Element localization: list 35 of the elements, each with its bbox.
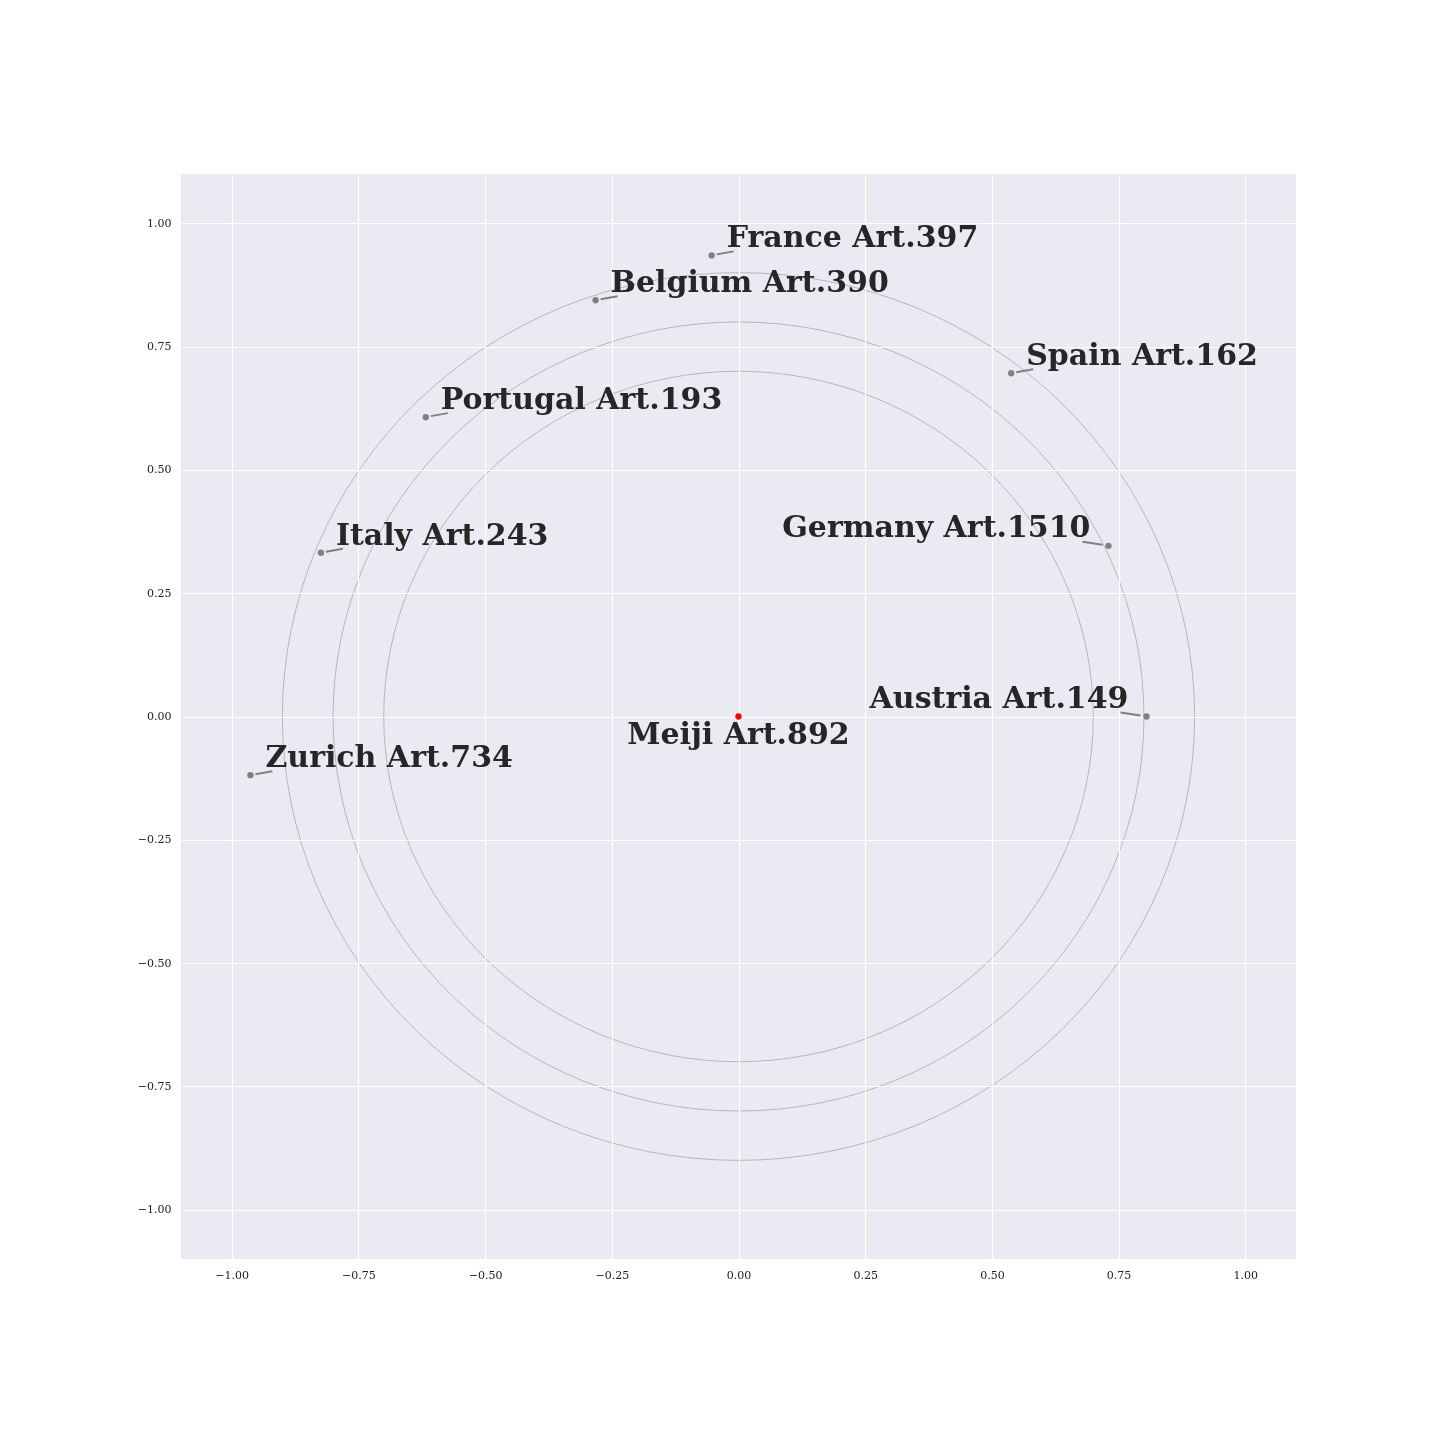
x-tick-label: 1.00 [1233, 1268, 1259, 1282]
x-tick-label: 0.75 [1106, 1268, 1132, 1282]
point [592, 297, 599, 304]
y-tick-label: −0.75 [137, 1079, 172, 1093]
annotation: France Art.397 [726, 219, 979, 255]
x-tick-label: −0.50 [468, 1268, 503, 1282]
annotation: Zurich Art.734 [265, 739, 513, 775]
annotation: Italy Art.243 [335, 516, 549, 552]
y-tick-label: −1.00 [137, 1203, 172, 1217]
x-tick-label: 0.00 [726, 1268, 752, 1282]
point [422, 413, 429, 421]
x-tick-label: −0.25 [595, 1268, 630, 1282]
x-tick-label: −0.75 [342, 1268, 376, 1282]
point [1143, 713, 1150, 720]
annotation: Belgium Art.390 [610, 264, 889, 300]
y-tick-label: 0.75 [147, 340, 172, 354]
point [1105, 542, 1112, 550]
annotation: Austria Art.149 [868, 679, 1129, 715]
point [1008, 370, 1015, 377]
annotation: Spain Art.162 [1026, 337, 1258, 373]
x-tick-label: 0.50 [980, 1268, 1005, 1282]
y-tick-label: −0.25 [137, 833, 172, 847]
annotation: Meiji Art.892 [627, 715, 850, 751]
y-tick-label: −0.50 [137, 956, 172, 970]
y-tick-label: 1.00 [147, 216, 172, 230]
x-tick-label: −1.00 [215, 1268, 250, 1282]
annotation: Portugal Art.193 [440, 381, 723, 417]
x-tick-label: 0.25 [853, 1268, 878, 1282]
y-tick-label: 0.25 [147, 586, 172, 600]
point [247, 772, 254, 779]
point [708, 252, 715, 259]
annotation: Germany Art.1510 [782, 508, 1091, 544]
y-tick-label: 0.50 [147, 463, 172, 477]
y-tick-label: 0.00 [147, 710, 172, 723]
point [317, 549, 325, 556]
